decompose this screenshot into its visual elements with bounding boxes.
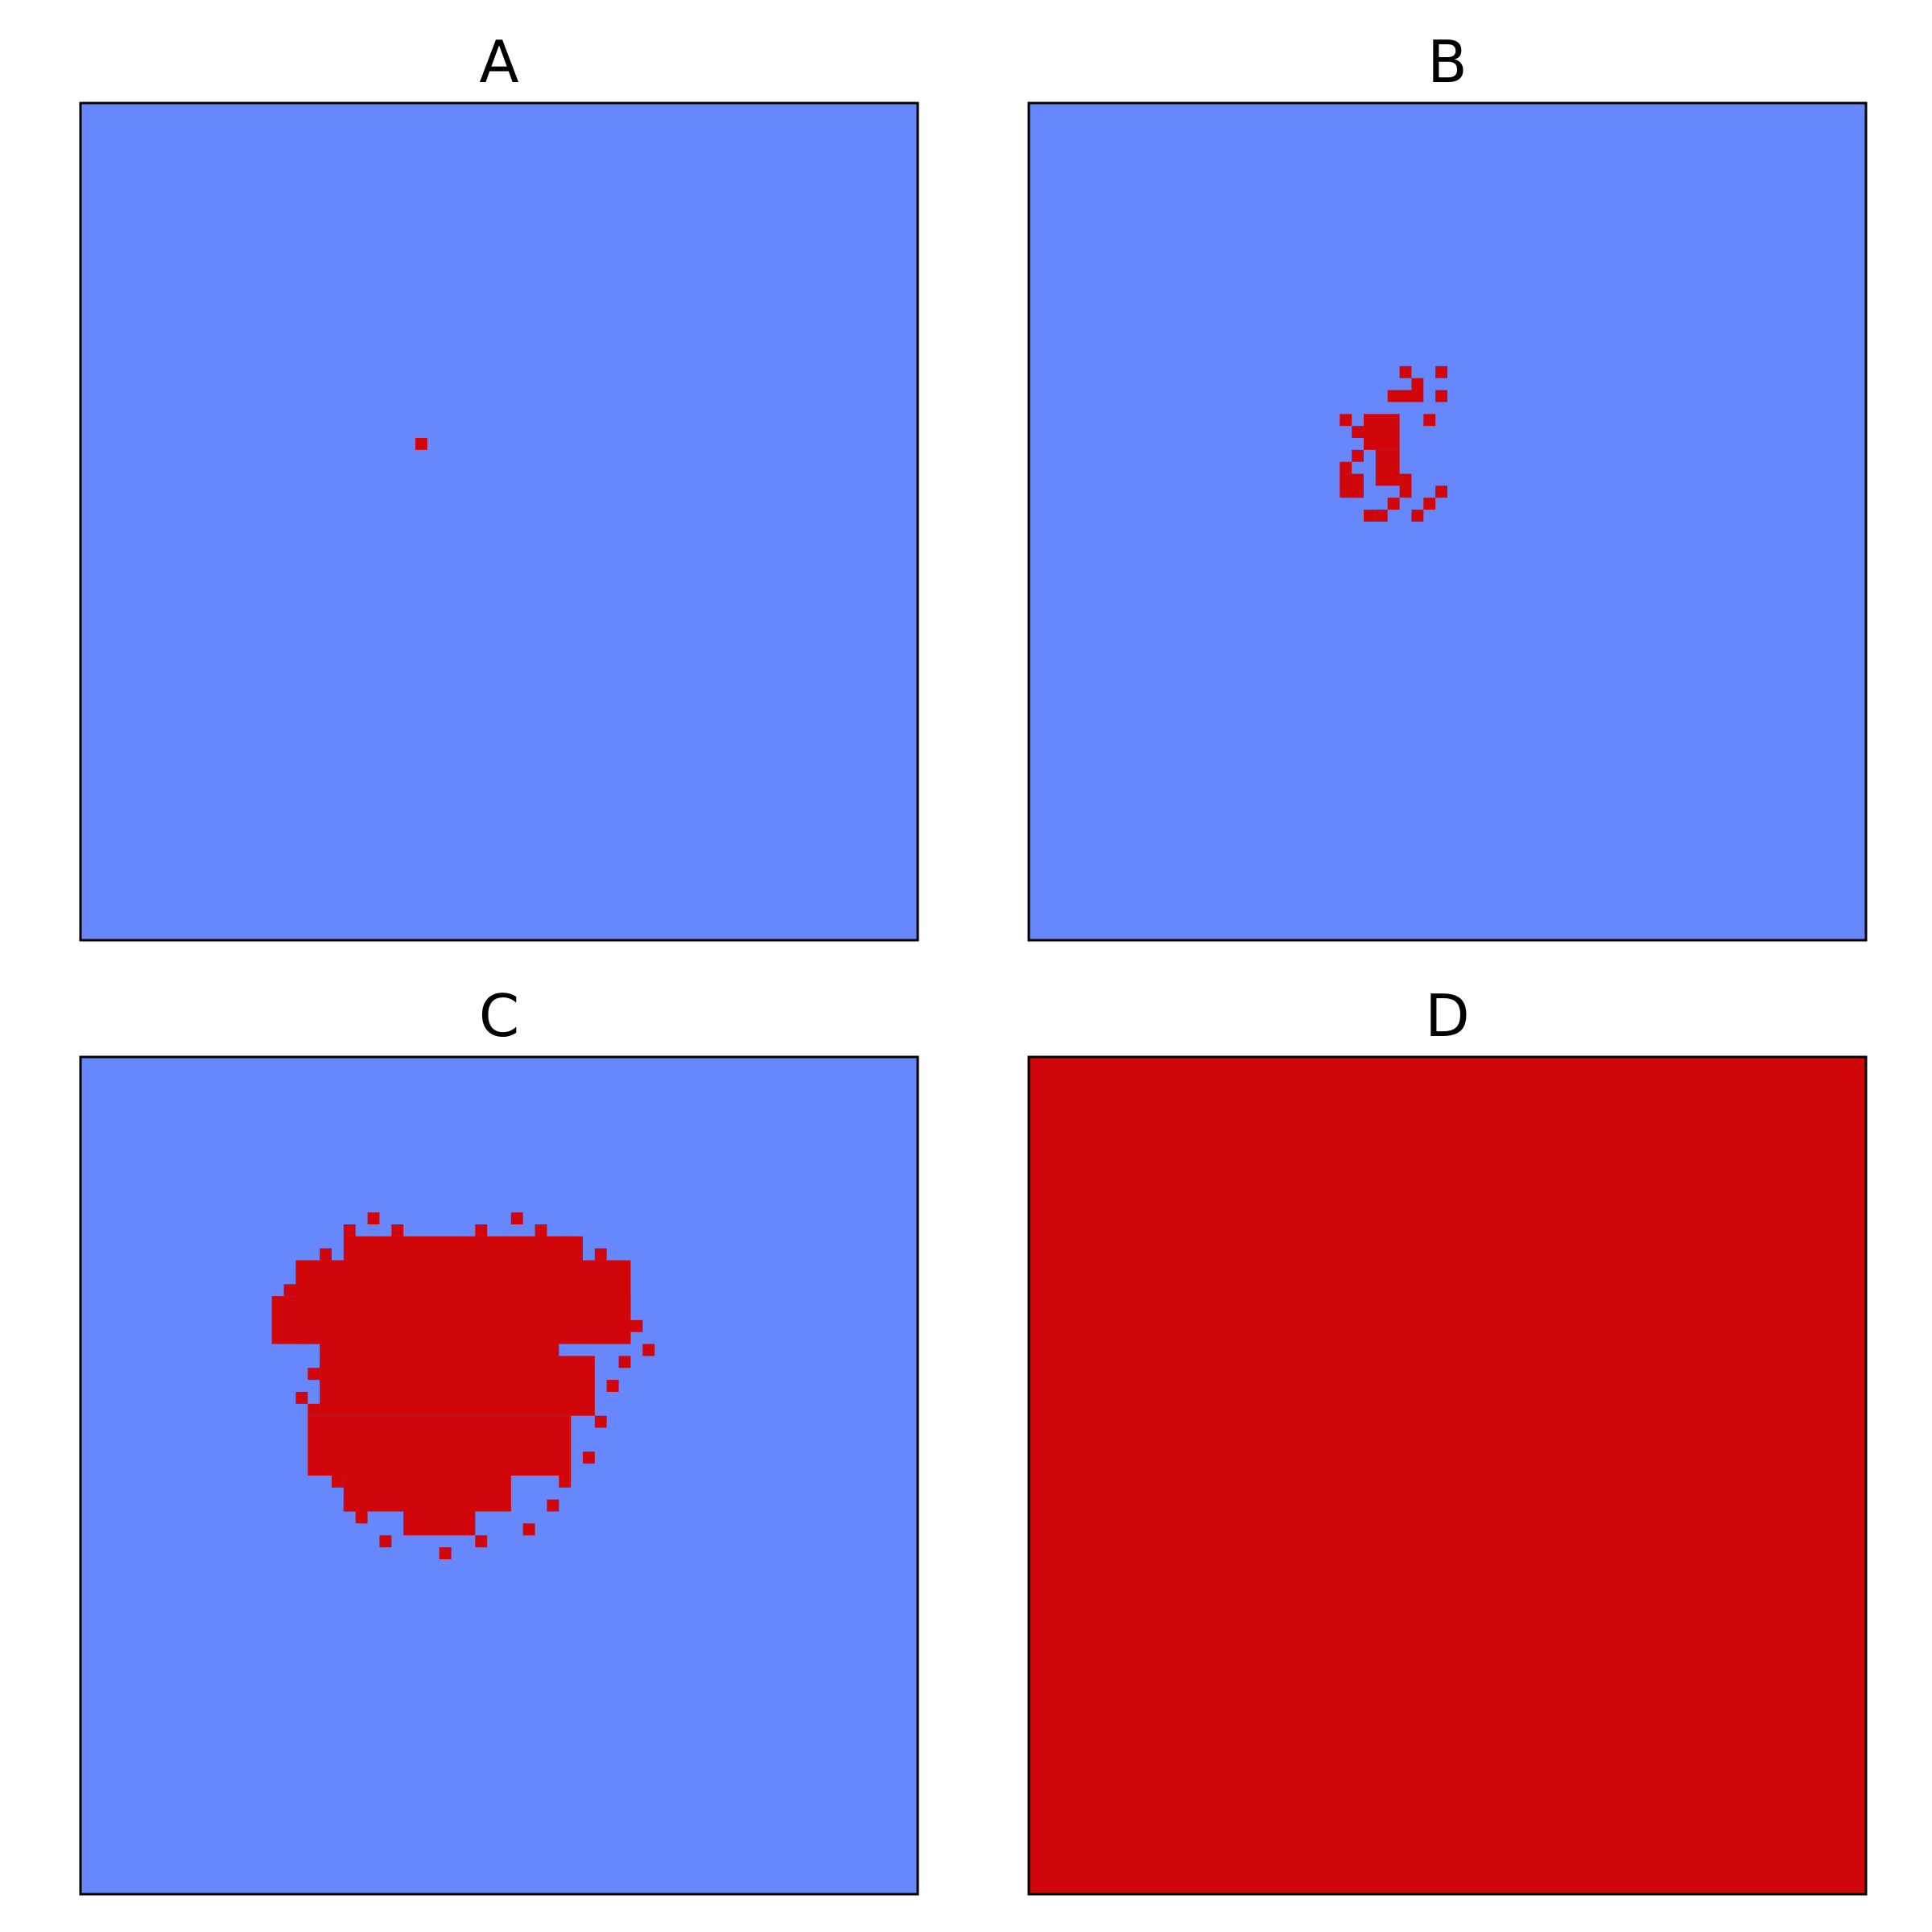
panel-b-cell-4 <box>1423 414 1436 427</box>
panel-b-region-4 <box>1399 485 1412 498</box>
panel-c-cell-24 <box>606 1272 619 1285</box>
panel-c-cell-32 <box>391 1224 404 1236</box>
panel-c-cell-16 <box>559 1476 572 1488</box>
panel-c-cell-19 <box>606 1380 619 1392</box>
panel-c-cell-23 <box>618 1296 631 1308</box>
panel-b-cell-15 <box>1411 510 1424 522</box>
panel-c-cell-9 <box>343 1499 356 1512</box>
panel-b-cell-16 <box>1423 497 1436 510</box>
panel-c-title: C <box>479 982 519 1050</box>
panel-c-frame <box>79 1055 919 1896</box>
panel-c-cell-17 <box>583 1451 595 1464</box>
panel-b <box>1027 101 1868 942</box>
panel-b-cell-7 <box>1352 449 1364 462</box>
panel-c-cell-33 <box>367 1212 380 1224</box>
panel-c-cell-37 <box>283 1284 296 1297</box>
panel-c-cell-36 <box>295 1272 308 1285</box>
panel-b-cell-13 <box>1375 510 1388 522</box>
panel-c-cell-6 <box>320 1427 332 1440</box>
panel-c-cell-31 <box>427 1248 440 1261</box>
panel-b-cell-10 <box>1399 473 1412 486</box>
panel-a-frame <box>79 101 919 942</box>
panel-c-cell-2 <box>320 1356 332 1368</box>
panel-c-cell-11 <box>379 1535 392 1548</box>
panel-c-cell-28 <box>510 1212 523 1224</box>
panel-c-region-8 <box>583 1308 631 1344</box>
panel-b-cell-0 <box>1435 365 1447 378</box>
panel-c-cell-10 <box>355 1511 368 1524</box>
panel-c-cell-18 <box>594 1415 607 1428</box>
panel-c-region-5 <box>343 1476 511 1512</box>
panel-b-region-1 <box>1387 390 1424 402</box>
panel-c-cell-4 <box>295 1392 308 1404</box>
panel-c-cell-29 <box>475 1224 488 1236</box>
panel-c-cell-22 <box>630 1319 643 1332</box>
panel-b-cell-9 <box>1387 461 1400 474</box>
panel-d-region-0 <box>1029 1057 1866 1894</box>
panel-c-cell-0 <box>283 1319 296 1332</box>
panel-b-cell-17 <box>1435 485 1447 498</box>
panel-d <box>1027 1055 1868 1896</box>
panel-d-frame <box>1027 1055 1868 1896</box>
panel-d-title: D <box>1425 982 1469 1050</box>
panel-b-cell-6 <box>1352 426 1364 438</box>
panel-b-cell-5 <box>1340 414 1352 427</box>
panels-layer <box>79 101 1868 1896</box>
panel-c-cell-26 <box>559 1236 572 1249</box>
panel-a <box>79 101 919 942</box>
panel-c-cell-25 <box>594 1248 607 1261</box>
panel-c-region-4 <box>308 1415 572 1476</box>
panel-c-cell-7 <box>332 1451 344 1464</box>
panel-b-background <box>1029 103 1866 940</box>
panel-c-cell-3 <box>308 1368 320 1381</box>
panel-c-cell-13 <box>475 1535 488 1548</box>
panel-c-cell-34 <box>343 1224 356 1236</box>
panel-b-cell-8 <box>1340 461 1352 474</box>
panel-b-frame <box>1027 101 1868 942</box>
panel-a-region-0 <box>415 438 427 450</box>
panel-b-cell-2 <box>1411 378 1424 390</box>
panel-c-region-3 <box>320 1356 595 1416</box>
panel-b-cell-1 <box>1399 365 1412 378</box>
panel-b-cell-3 <box>1435 390 1447 402</box>
panel-a-background <box>80 103 918 940</box>
panel-a-title: A <box>479 28 518 96</box>
panel-c-cell-20 <box>618 1356 631 1368</box>
panel-c-cell-27 <box>535 1224 547 1236</box>
panel-c-cell-21 <box>642 1344 655 1356</box>
panel-c-cell-1 <box>295 1331 308 1344</box>
panel-c-cell-14 <box>522 1523 535 1536</box>
panel-c-cell-15 <box>547 1499 559 1512</box>
panel-b-cell-11 <box>1352 485 1364 498</box>
panel-b-cell-12 <box>1364 510 1376 522</box>
panel-c-cell-5 <box>308 1403 320 1416</box>
panel-c-cell-8 <box>332 1476 344 1488</box>
panel-c-region-2 <box>343 1236 583 1285</box>
panel-b-title: B <box>1427 28 1467 96</box>
panel-c-cell-30 <box>463 1248 476 1261</box>
panel-c-region-6 <box>403 1511 476 1536</box>
panel-b-region-0 <box>1364 414 1400 450</box>
panel-c <box>79 1055 919 1896</box>
panel-b-cell-14 <box>1387 497 1400 510</box>
panel-c-cell-35 <box>320 1248 332 1261</box>
panel-c-cell-12 <box>439 1547 452 1559</box>
